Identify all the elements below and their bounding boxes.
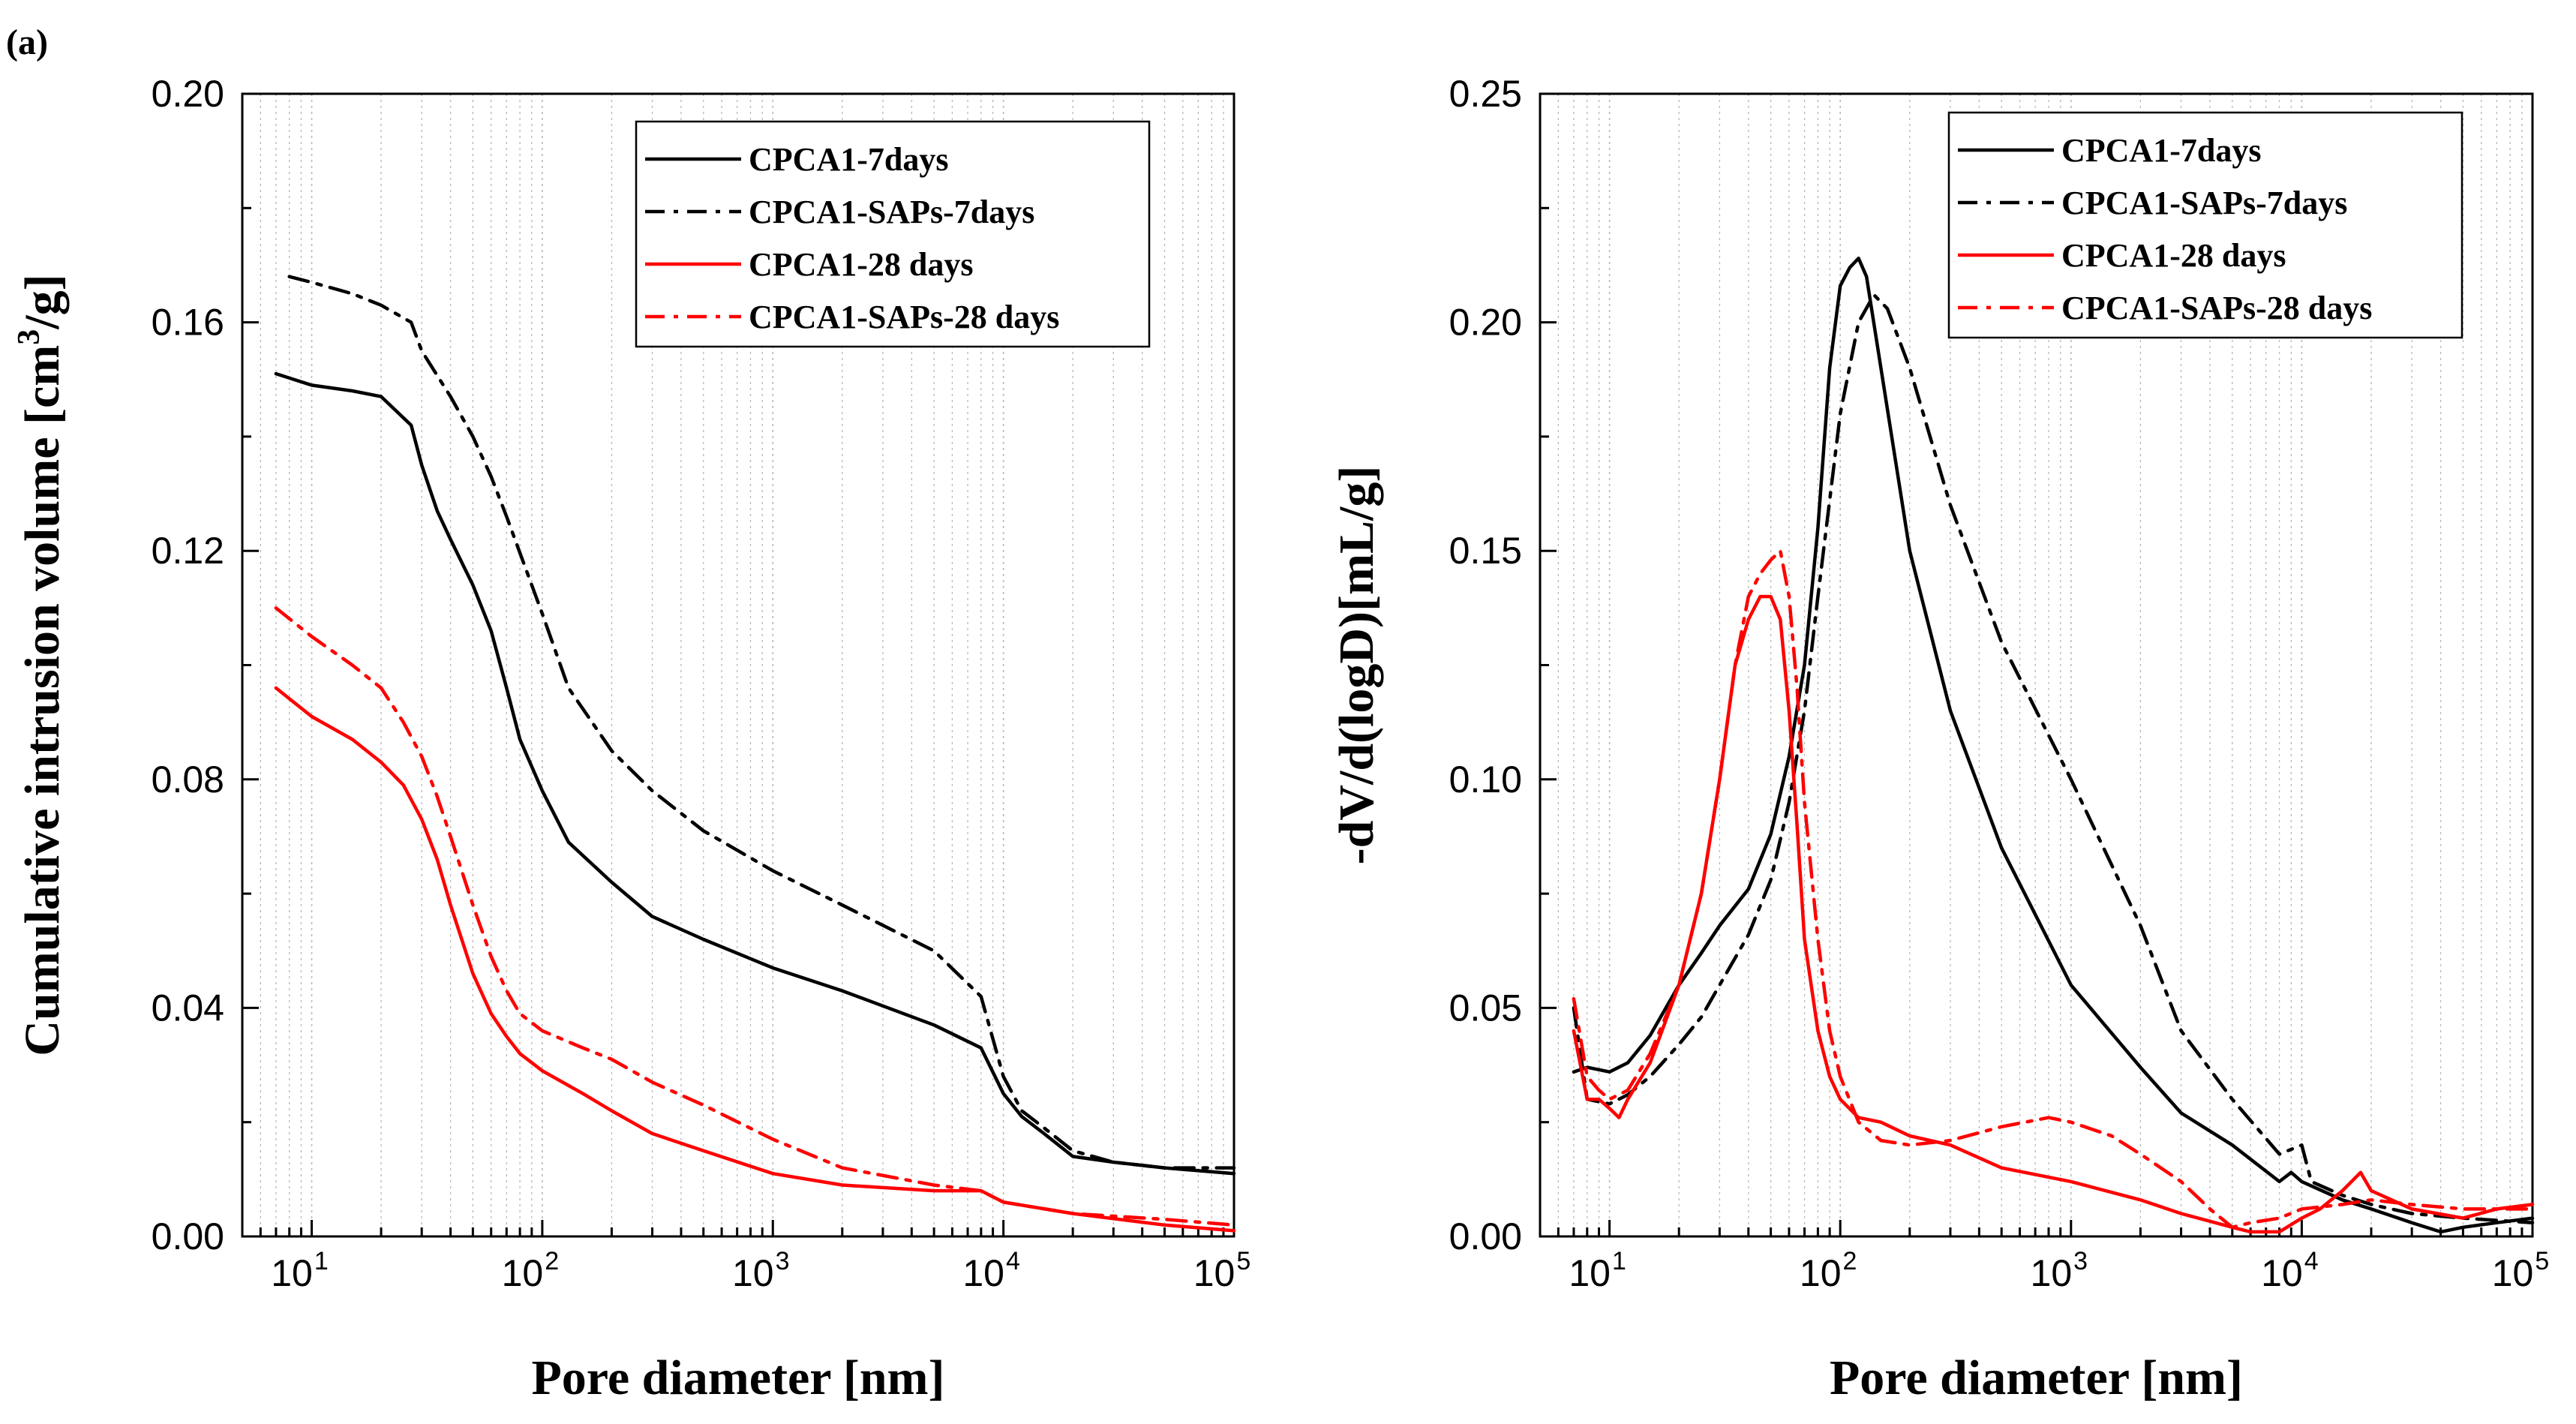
y-tick-label: 0.00 xyxy=(152,1215,224,1257)
legend-label: CPCA1-28 days xyxy=(749,246,973,283)
y-tick-label: 0.20 xyxy=(1449,302,1522,344)
y-tick-label: 0.05 xyxy=(1449,987,1522,1029)
panel-label: (a) xyxy=(6,23,48,62)
x-axis-title: Pore diameter [nm] xyxy=(1830,1350,2243,1405)
x-tick-label: 102 xyxy=(1800,1247,1857,1294)
pore-size-distribution-chart: 101 102 103 104 105 0.00 0.05 0.10 0.15 0.20 0.25 P… xyxy=(1329,73,2549,1405)
grid xyxy=(260,94,1224,1236)
legend: CPCA1-7days CPCA1-SAPs-7days CPCA1-28 days… xyxy=(635,120,1151,348)
y-tick-label: 0.00 xyxy=(1449,1215,1522,1257)
y-tick-label: 0.10 xyxy=(1449,759,1522,801)
x-tick-label: 105 xyxy=(2492,1247,2550,1294)
y-tick-label: 0.08 xyxy=(152,759,224,801)
y-tick-label: 0.16 xyxy=(152,302,224,344)
x-axis: 101 102 103 104 105 xyxy=(241,1220,1251,1294)
legend-label: CPCA1-7days xyxy=(749,141,948,178)
legend-label: CPCA1-SAPs-7days xyxy=(2061,185,2347,221)
series-lines xyxy=(274,275,1236,1233)
x-tick-label: 101 xyxy=(1569,1247,1626,1294)
legend-label: CPCA1-28 days xyxy=(2061,237,2286,274)
x-axis: 101 102 103 104 105 xyxy=(1539,1220,2550,1294)
x-tick-label: 104 xyxy=(2261,1247,2319,1294)
cumulative-intrusion-chart: 101 102 103 104 105 0.00 0.04 0.08 0.12 0.16 0.20 P… xyxy=(12,73,1250,1405)
series-line xyxy=(1572,257,2535,1234)
y-axis-title: -dV/d(logD)[mL/g] xyxy=(1329,466,1384,865)
y-axis-title: Cumulative intrusion volume [cm3/g] xyxy=(12,274,70,1056)
legend-label: CPCA1-SAPs-7days xyxy=(749,194,1034,230)
y-axis: 0.00 0.05 0.10 0.15 0.20 0.25 xyxy=(1449,73,1557,1257)
series-line xyxy=(287,275,1236,1170)
y-axis: 0.00 0.04 0.08 0.12 0.16 0.20 xyxy=(152,73,259,1257)
y-tick-label: 0.12 xyxy=(152,530,224,572)
series-line xyxy=(274,371,1236,1176)
x-tick-label: 103 xyxy=(2031,1247,2088,1294)
legend-label: CPCA1-SAPs-28 days xyxy=(2061,290,2372,326)
y-tick-label: 0.25 xyxy=(1449,73,1522,115)
x-tick-label: 103 xyxy=(732,1247,790,1294)
series-line xyxy=(274,606,1236,1227)
x-axis-title: Pore diameter [nm] xyxy=(531,1350,944,1405)
legend: CPCA1-7days CPCA1-SAPs-7days CPCA1-28 days… xyxy=(1947,111,2463,339)
series-lines xyxy=(1572,257,2535,1234)
x-tick-label: 105 xyxy=(1193,1247,1251,1294)
x-tick-label: 102 xyxy=(502,1247,560,1294)
y-tick-label: 0.15 xyxy=(1449,530,1522,572)
x-tick-label: 101 xyxy=(271,1247,329,1294)
legend-label: CPCA1-7days xyxy=(2061,132,2261,169)
series-line xyxy=(1572,594,2535,1234)
y-tick-label: 0.20 xyxy=(152,73,224,115)
y-tick-label: 0.04 xyxy=(152,987,224,1029)
series-line xyxy=(1572,293,2535,1224)
legend-label: CPCA1-SAPs-28 days xyxy=(749,299,1059,335)
x-tick-label: 104 xyxy=(962,1247,1020,1294)
series-line xyxy=(1572,548,2535,1230)
